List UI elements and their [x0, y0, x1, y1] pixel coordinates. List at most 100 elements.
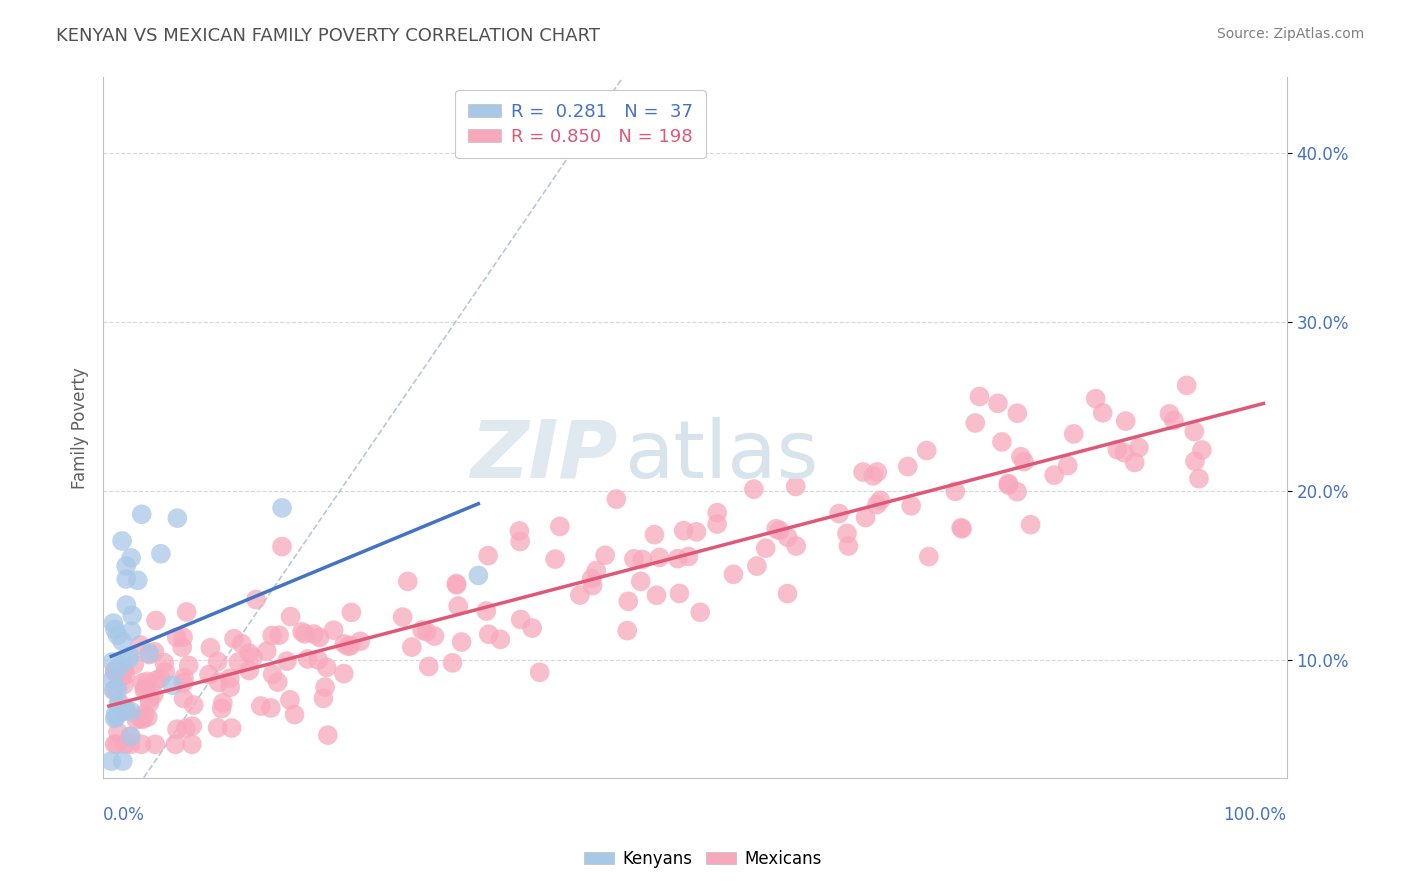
Point — [987, 396, 1010, 410]
Point — [177, 658, 200, 673]
Point — [155, 665, 177, 679]
Point — [101, 655, 124, 669]
Point — [173, 691, 195, 706]
Point — [131, 508, 153, 522]
Point — [207, 721, 229, 735]
Point — [489, 632, 512, 647]
Point — [132, 707, 155, 722]
Point — [593, 548, 616, 562]
Point — [111, 670, 134, 684]
Point — [103, 616, 125, 631]
Point — [997, 478, 1019, 492]
Point — [969, 390, 991, 404]
Text: 100.0%: 100.0% — [1223, 806, 1286, 824]
Point — [837, 539, 859, 553]
Point — [105, 737, 128, 751]
Point — [138, 648, 160, 662]
Text: ZIP: ZIP — [471, 417, 619, 495]
Point — [965, 416, 987, 430]
Point — [297, 652, 319, 666]
Point — [262, 667, 284, 681]
Point — [415, 624, 437, 639]
Point — [745, 559, 768, 574]
Point — [768, 524, 790, 538]
Point — [107, 628, 129, 642]
Point — [174, 721, 197, 735]
Point — [143, 737, 166, 751]
Point — [581, 572, 603, 586]
Point — [477, 549, 499, 563]
Point — [145, 614, 167, 628]
Point — [176, 605, 198, 619]
Legend: Kenyans, Mexicans: Kenyans, Mexicans — [578, 844, 828, 875]
Point — [423, 629, 446, 643]
Point — [475, 604, 498, 618]
Point — [1091, 406, 1114, 420]
Point — [118, 648, 141, 663]
Point — [1005, 484, 1028, 499]
Point — [173, 671, 195, 685]
Point — [997, 476, 1019, 491]
Point — [581, 578, 603, 592]
Point — [256, 644, 278, 658]
Point — [1128, 441, 1150, 455]
Point — [339, 639, 361, 653]
Point — [238, 664, 260, 678]
Point — [143, 645, 166, 659]
Point — [835, 526, 858, 541]
Legend: R =  0.281   N =  37, R = 0.850   N = 198: R = 0.281 N = 37, R = 0.850 N = 198 — [456, 90, 706, 159]
Point — [131, 675, 153, 690]
Point — [242, 650, 264, 665]
Point — [104, 712, 127, 726]
Point — [121, 624, 143, 639]
Point — [333, 637, 356, 651]
Point — [1007, 406, 1029, 420]
Point — [226, 655, 249, 669]
Point — [111, 533, 134, 548]
Point — [1063, 426, 1085, 441]
Point — [127, 574, 149, 588]
Point — [312, 691, 335, 706]
Point — [208, 675, 231, 690]
Point — [943, 484, 966, 499]
Point — [283, 707, 305, 722]
Point — [231, 637, 253, 651]
Point — [897, 459, 920, 474]
Point — [207, 655, 229, 669]
Point — [138, 696, 160, 710]
Point — [149, 547, 172, 561]
Point — [131, 737, 153, 751]
Point — [467, 568, 489, 582]
Point — [219, 680, 242, 694]
Point — [648, 550, 671, 565]
Point — [706, 517, 728, 532]
Point — [446, 576, 468, 591]
Point — [1012, 455, 1035, 469]
Point — [672, 524, 695, 538]
Point — [172, 640, 194, 655]
Point — [121, 608, 143, 623]
Point — [337, 639, 360, 653]
Point — [446, 578, 468, 592]
Point — [915, 443, 938, 458]
Point — [139, 691, 162, 706]
Point — [1123, 455, 1146, 469]
Point — [307, 653, 329, 667]
Point — [276, 654, 298, 668]
Text: atlas: atlas — [624, 417, 818, 495]
Point — [142, 688, 165, 702]
Point — [668, 586, 690, 600]
Point — [866, 498, 889, 512]
Point — [508, 524, 530, 538]
Point — [115, 572, 138, 586]
Point — [165, 737, 187, 751]
Point — [1182, 425, 1205, 439]
Point — [401, 640, 423, 654]
Y-axis label: Family Poverty: Family Poverty — [72, 367, 89, 489]
Point — [166, 722, 188, 736]
Point — [623, 552, 645, 566]
Point — [149, 671, 172, 685]
Point — [104, 682, 127, 697]
Point — [333, 666, 356, 681]
Point — [181, 719, 204, 733]
